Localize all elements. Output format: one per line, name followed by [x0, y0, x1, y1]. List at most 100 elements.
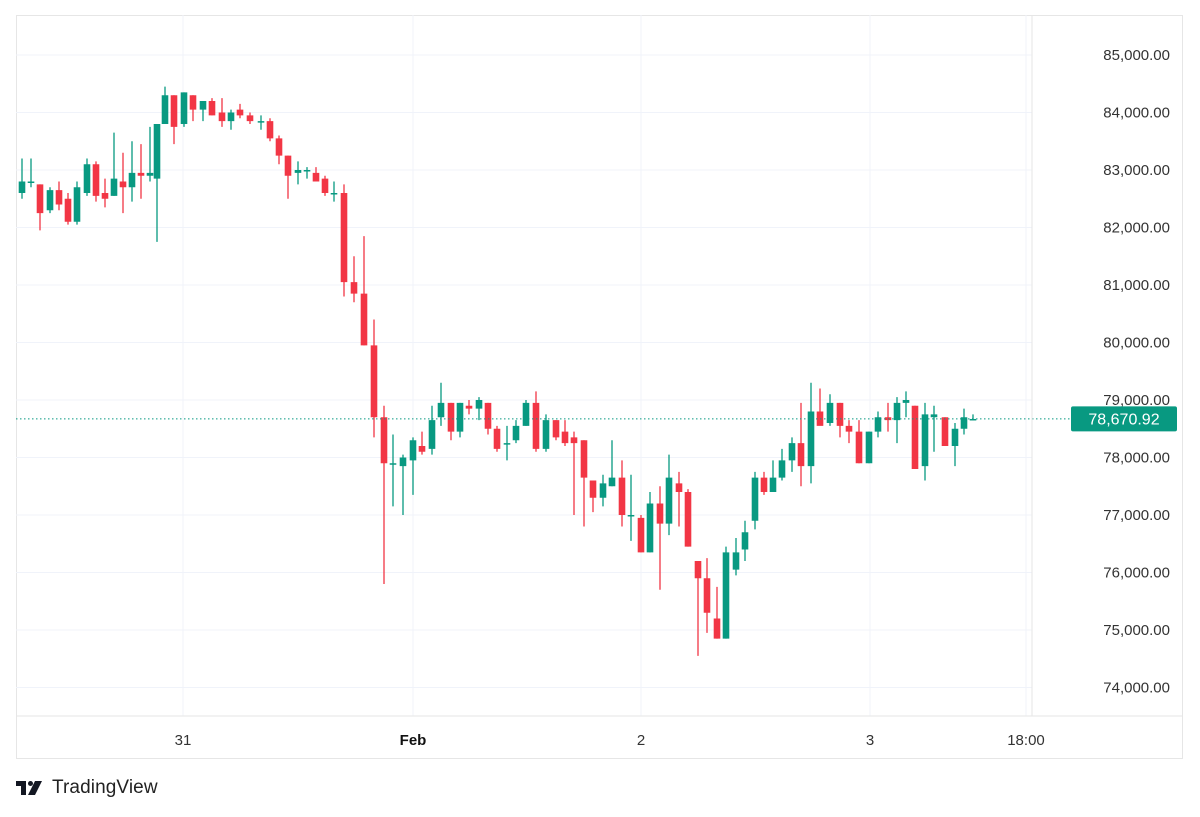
candle — [836, 402, 844, 426]
candle — [380, 417, 388, 464]
tradingview-logo-icon — [16, 781, 42, 795]
price-tick-label: 75,000.00 — [1103, 622, 1170, 639]
candle — [146, 172, 154, 176]
candle — [580, 440, 588, 478]
tradingview-logo-text: TradingView — [52, 777, 158, 798]
candle — [493, 428, 501, 449]
price-tick-label: 78,000.00 — [1103, 450, 1170, 467]
time-tick-label: 3 — [866, 732, 874, 749]
candle — [769, 477, 777, 492]
price-tick-label: 85,000.00 — [1103, 47, 1170, 64]
candle — [760, 477, 768, 492]
price-tick-label: 84,000.00 — [1103, 105, 1170, 122]
candle — [874, 417, 882, 432]
price-tick-label: 83,000.00 — [1103, 162, 1170, 179]
candle — [694, 561, 702, 579]
price-tick-label: 74,000.00 — [1103, 680, 1170, 697]
candle — [732, 552, 740, 570]
candle — [561, 431, 569, 444]
candle — [675, 483, 683, 492]
last-price-value: 78,670.92 — [1088, 411, 1159, 428]
tradingview-logo[interactable]: TradingView — [16, 777, 158, 799]
candle — [589, 480, 597, 498]
candle — [350, 282, 358, 294]
candle — [893, 402, 901, 421]
candle — [284, 155, 292, 176]
candle — [637, 517, 645, 553]
candle — [911, 405, 919, 469]
candle — [199, 101, 207, 110]
candle — [751, 477, 759, 521]
candle — [110, 178, 118, 196]
candle — [312, 172, 320, 182]
candle — [951, 428, 959, 446]
time-tick-label: 31 — [175, 732, 192, 749]
candle — [503, 443, 511, 445]
price-tick-label: 81,000.00 — [1103, 277, 1170, 294]
candle — [778, 460, 786, 478]
time-tick-label: 2 — [637, 732, 645, 749]
candle — [119, 181, 127, 188]
price-axis[interactable]: 85,000.00 84,000.00 83,000.00 82,000.00 81,0… — [1103, 47, 1170, 697]
candle — [418, 446, 426, 452]
candle — [180, 92, 188, 124]
candle — [137, 172, 145, 176]
candle — [92, 164, 100, 196]
candle — [321, 178, 329, 193]
candle — [18, 181, 26, 193]
candles — [18, 86, 977, 656]
price-tick-label: 79,000.00 — [1103, 392, 1170, 409]
candle — [599, 483, 607, 498]
candle — [902, 400, 910, 403]
candle — [153, 124, 161, 179]
time-tick-label: 18:00 — [1007, 732, 1045, 749]
candle — [389, 463, 397, 465]
candle — [845, 425, 853, 432]
candle — [189, 95, 197, 110]
candle — [855, 431, 863, 464]
candle — [627, 515, 635, 517]
candle — [552, 420, 560, 438]
candle — [865, 431, 873, 464]
candle — [64, 198, 72, 222]
candle — [360, 293, 368, 346]
candle — [656, 503, 664, 524]
candle — [170, 95, 178, 127]
candle — [960, 417, 968, 429]
candle — [303, 170, 311, 172]
candle — [646, 503, 654, 553]
candle — [618, 477, 626, 515]
time-tick-label: Feb — [400, 732, 427, 749]
candle — [437, 402, 445, 418]
candle — [246, 115, 254, 122]
candle — [36, 184, 44, 214]
candle — [941, 417, 949, 446]
candle — [409, 440, 417, 461]
candle — [370, 345, 378, 418]
candle — [930, 414, 938, 418]
last-price-badge: 78,670.92 — [1071, 406, 1177, 432]
candle — [399, 457, 407, 467]
candle — [788, 443, 796, 461]
candle — [428, 420, 436, 449]
candle — [101, 193, 109, 199]
candle — [542, 420, 550, 449]
candle — [722, 552, 730, 639]
candle — [73, 187, 81, 222]
candle — [684, 492, 692, 547]
candle — [46, 190, 54, 211]
candle — [208, 101, 216, 116]
candle — [236, 109, 244, 116]
candle — [340, 193, 348, 283]
price-tick-label: 76,000.00 — [1103, 565, 1170, 582]
candle — [570, 437, 578, 444]
price-tick-label: 77,000.00 — [1103, 507, 1170, 524]
candle — [227, 112, 235, 122]
candle — [218, 112, 226, 122]
price-tick-label: 80,000.00 — [1103, 335, 1170, 352]
candle — [465, 405, 473, 409]
candle — [703, 578, 711, 613]
candle — [608, 477, 616, 487]
time-axis[interactable]: 31 Feb 2 3 18:00 — [175, 732, 1045, 749]
